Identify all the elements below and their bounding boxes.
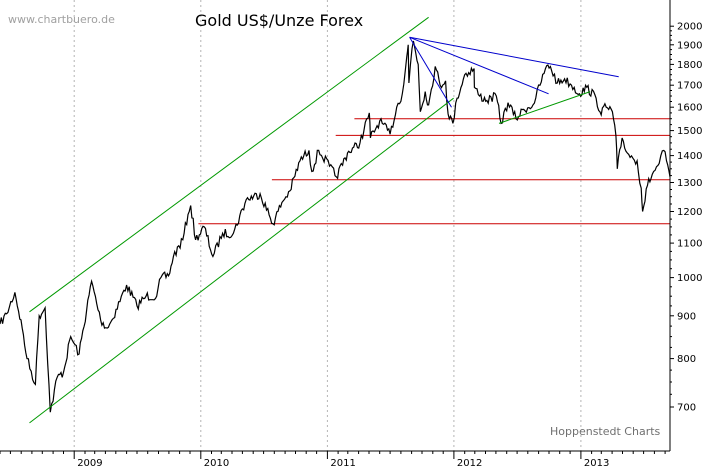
y-tick-label: 1000 <box>677 273 702 284</box>
trend-line <box>409 37 452 108</box>
x-tick-label: 2010 <box>204 458 229 469</box>
y-tick-label: 1900 <box>677 40 702 51</box>
price-series <box>0 40 671 413</box>
trend-line <box>29 16 429 313</box>
credit-label: Hoppenstedt Charts <box>550 425 661 438</box>
trend-line <box>409 36 549 95</box>
trend-line <box>29 97 454 424</box>
y-tick-label: 1500 <box>677 126 702 137</box>
y-tick-label: 1300 <box>677 178 702 189</box>
price-line <box>0 40 671 413</box>
y-tick-label: 1400 <box>677 151 702 162</box>
x-tick-label: 2009 <box>77 458 102 469</box>
y-tick-label: 700 <box>677 403 696 414</box>
x-axis: 2009 2010 2011 2012 2013 <box>0 451 666 469</box>
y-tick-label: 1600 <box>677 103 702 114</box>
trend-line <box>498 91 591 124</box>
watermark: www.chartbuero.de <box>8 13 115 26</box>
y-tick-label: 900 <box>677 311 696 322</box>
x-tick-label: 2011 <box>330 458 355 469</box>
y-tick-label: 800 <box>677 354 696 365</box>
y-axis: 700 800 900 1000 1100 1200 1300 1400 1500 1600 170… <box>670 22 702 414</box>
trend-lines <box>29 16 619 424</box>
y-tick-label: 1200 <box>677 207 702 218</box>
x-tick-label: 2012 <box>457 458 482 469</box>
y-tick-label: 2000 <box>677 22 702 33</box>
chart-title: Gold US$/Unze Forex <box>195 11 363 30</box>
y-tick-label: 1700 <box>677 81 702 92</box>
grid-lines <box>73 0 582 451</box>
y-tick-label: 1800 <box>677 60 702 71</box>
trend-line <box>409 36 619 78</box>
y-tick-label: 1100 <box>677 239 702 250</box>
x-tick-label: 2013 <box>584 458 609 469</box>
